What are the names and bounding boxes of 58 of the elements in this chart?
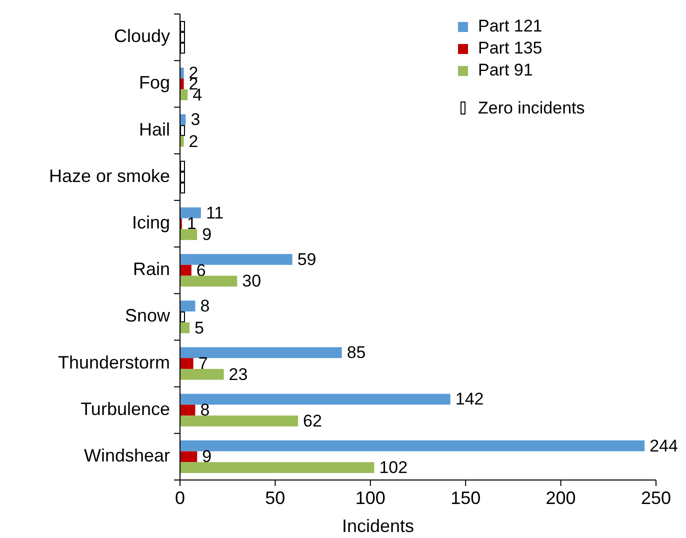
data-label: 9 [202,447,212,466]
data-label: 5 [194,318,204,338]
y-tick-label: Turbulence [80,398,170,419]
bar [180,322,190,334]
data-label: 6 [196,260,206,280]
x-tick-label: 100 [355,488,386,508]
data-label: 85 [346,343,366,362]
data-label: 2 [188,132,198,151]
bar [180,264,192,276]
data-label: 1 [186,214,196,234]
data-label: 30 [242,272,262,291]
bar [180,207,201,218]
data-label: 102 [379,458,408,478]
data-label: 9 [202,225,212,244]
bar [180,462,374,474]
bar [180,358,194,369]
data-label: 23 [228,364,248,384]
x-tick-label: 250 [640,488,672,508]
data-label: 142 [455,390,484,409]
y-tick-label: Windshear [84,445,170,466]
data-label: 8 [200,296,210,316]
x-tick-label: 50 [265,488,286,508]
bar [180,394,450,405]
data-label: 11 [206,203,224,222]
bar [180,451,198,462]
data-label: 8 [200,400,210,420]
legend-label: Part 91 [478,60,533,80]
bar [180,404,196,416]
y-tick-label: Snow [124,306,171,326]
x-tick-label: 0 [174,488,186,508]
bar [180,254,292,265]
bar [180,229,198,240]
x-tick-label: 200 [546,488,576,508]
bar [180,440,645,452]
data-label: 244 [650,436,678,456]
bar [180,300,196,312]
y-tick-label: Hail [138,119,170,140]
bar [180,347,342,358]
y-tick-label: Haze or smoke [48,166,170,186]
y-tick-label: Thunderstorm [58,352,170,372]
bar [180,368,224,380]
data-label: 59 [297,250,316,269]
y-tick-label: Rain [132,259,170,280]
legend-label: Part 121 [478,16,542,36]
legend-label: Part 135 [478,38,542,58]
annotation: Zero incidents [478,98,585,118]
y-tick-label: Cloudy [114,26,170,46]
bar [180,276,238,287]
x-tick-label: 150 [450,488,481,508]
x-axis-title: Incidents [342,516,414,536]
y-tick-label: Fog [138,72,170,93]
bar [180,416,298,426]
data-label: 3 [190,110,200,130]
y-tick-label: Icing [132,212,170,232]
bar [180,68,184,78]
data-label: 7 [198,354,208,373]
data-label: 62 [303,411,322,430]
bar [180,78,184,90]
